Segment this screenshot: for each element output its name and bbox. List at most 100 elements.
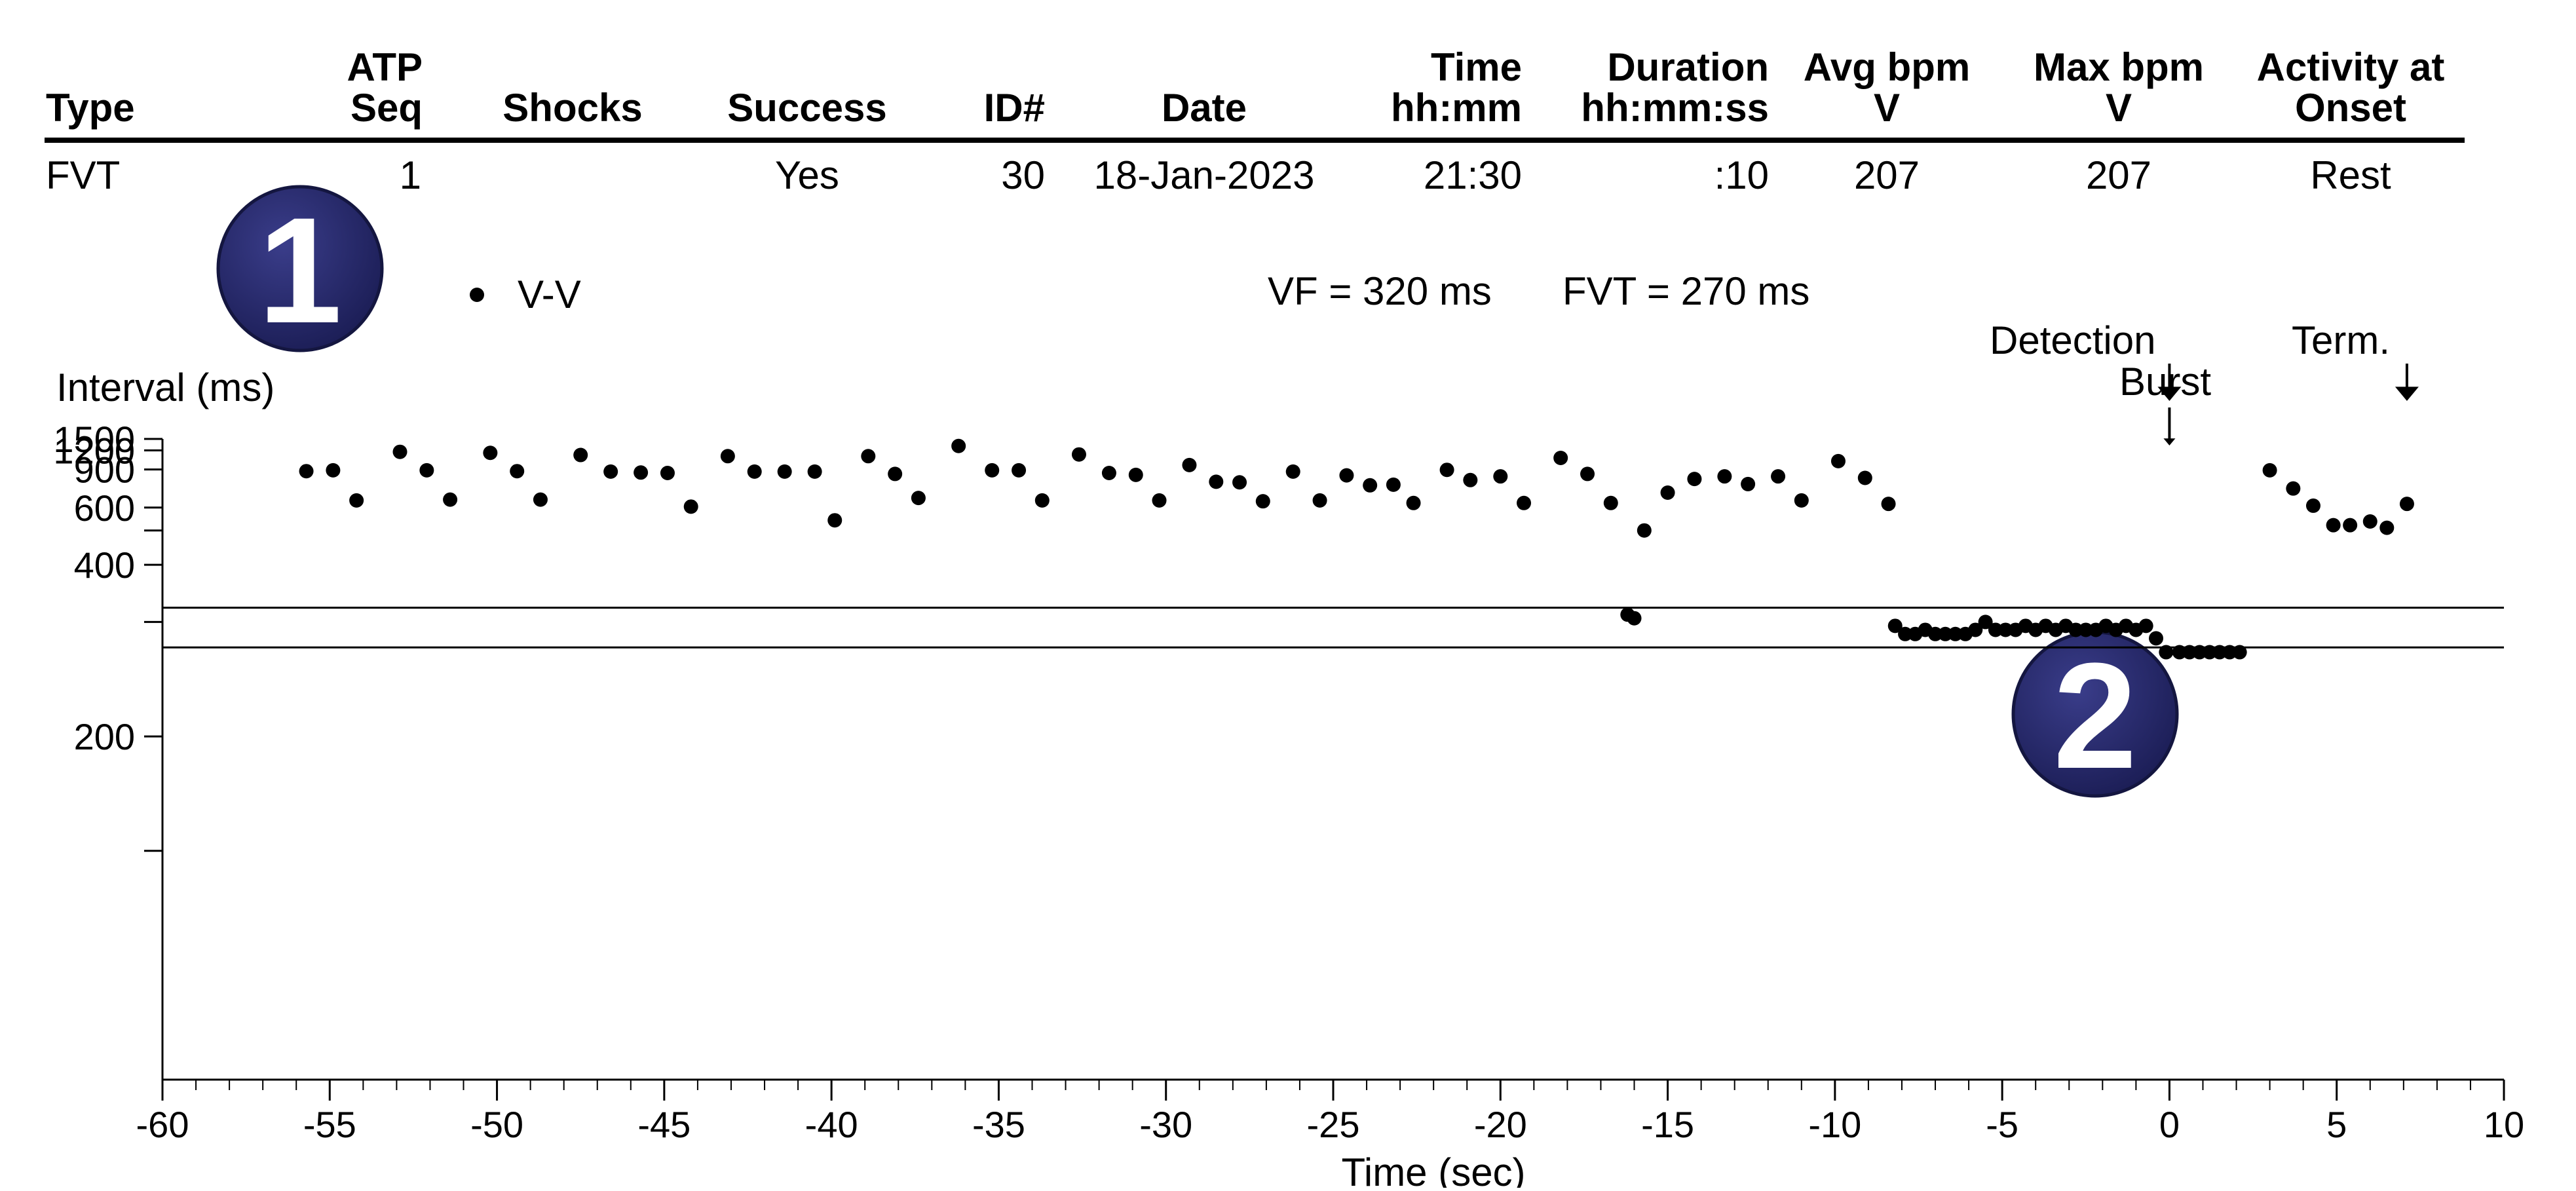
vv-data-point (419, 463, 434, 478)
cell-id: 30 (1001, 153, 1045, 197)
header-activity-line1: Activity at (2257, 45, 2445, 89)
vv-data-point (2172, 645, 2187, 660)
vv-data-point (1637, 523, 1652, 538)
x-tick-label: 0 (2159, 1104, 2180, 1145)
x-tick-label: -45 (637, 1104, 691, 1145)
vv-data-point (1182, 457, 1197, 472)
vv-data-point (2362, 514, 2377, 529)
vv-data-point (2286, 481, 2301, 496)
chart-legend: V-V (470, 273, 581, 316)
x-tick-label: -35 (972, 1104, 1025, 1145)
cell-max-bpm: 207 (2086, 153, 2151, 197)
vv-data-point (1857, 470, 1872, 485)
vv-data-point (573, 447, 588, 463)
header-time-line1: Time (1431, 45, 1522, 89)
vv-data-point (392, 444, 407, 459)
vv-data-point (1439, 463, 1454, 478)
x-tick-label: -60 (136, 1104, 189, 1145)
burst-label: Burst (2119, 360, 2211, 404)
vv-data-point (1988, 622, 2003, 637)
callout-badge-1-number: 1 (258, 186, 342, 354)
vv-data-point (2326, 518, 2341, 533)
vv-data-point (660, 465, 675, 480)
vv-data-point (1255, 494, 1270, 509)
term-label: Term. (2292, 318, 2390, 362)
vv-data-point (1339, 468, 1354, 483)
header-activity-line2: Onset (2295, 86, 2406, 130)
vv-data-point (1948, 626, 1963, 641)
vv-data-point (2078, 622, 2093, 637)
vv-data-point (349, 493, 364, 508)
vv-data-point (2232, 645, 2247, 660)
vv-data-point (1012, 463, 1027, 478)
vv-data-point (326, 463, 341, 478)
cell-atp-seq: 1 (400, 153, 421, 197)
vv-data-point (747, 464, 762, 479)
vv-data-point (1627, 611, 1642, 626)
vv-data-point (1938, 626, 1953, 641)
vv-data-point (1034, 493, 1050, 508)
header-type-line2: Type (46, 86, 135, 130)
y-tick-label: 600 (74, 487, 135, 529)
vv-data-point (1794, 493, 1809, 508)
x-tick-label: -50 (470, 1104, 523, 1145)
vv-data-point (2138, 618, 2153, 633)
callout-badge-1: 1 (216, 185, 384, 354)
cell-success: Yes (775, 153, 839, 197)
vv-data-point (2343, 518, 2358, 533)
vv-data-point (510, 464, 525, 479)
legend-vv-marker (470, 288, 484, 302)
vv-data-point (861, 449, 876, 464)
y-tick-label: 1500 (53, 419, 135, 460)
x-tick-label: -5 (1986, 1104, 2018, 1145)
vv-data-point (2305, 498, 2320, 513)
vv-data-point (1741, 476, 1756, 491)
vv-data-point (827, 513, 843, 528)
vv-data-point (1312, 493, 1327, 508)
header-max-bpm-line2: V (2106, 86, 2132, 130)
vv-data-point (1493, 469, 1508, 484)
vv-data-point (1687, 472, 1702, 487)
vv-data-point (2399, 497, 2414, 512)
y-tick-label: 400 (74, 544, 135, 586)
vv-data-point (1517, 495, 1532, 510)
vv-data-point (1881, 497, 1896, 512)
cell-duration: :10 (1714, 153, 1769, 197)
vv-data-point (1928, 626, 1943, 641)
vf-zone-label: VF = 320 ms (1268, 269, 1492, 313)
y-axis-label: Interval (ms) (56, 366, 275, 409)
vv-data-point (1830, 453, 1846, 468)
x-tick-label: -40 (805, 1104, 858, 1145)
vv-data-point (533, 492, 548, 507)
header-avg-bpm-line1: Avg bpm (1804, 45, 1970, 89)
vv-data-point (634, 465, 649, 480)
vv-interval-points (299, 438, 2414, 660)
vv-data-point (1968, 622, 1983, 637)
header-max-bpm-line1: Max bpm (2034, 45, 2204, 89)
vv-data-point (1771, 469, 1786, 484)
header-id: ID# (984, 86, 1045, 130)
vv-data-point (2202, 645, 2217, 660)
header-success: Success (727, 86, 887, 130)
y-tick-label: 900 (74, 449, 135, 491)
vv-data-point (683, 499, 698, 514)
header-atp-line1: ATP (347, 45, 423, 89)
y-tick-label: 200 (74, 716, 135, 757)
cell-avg-bpm: 207 (1854, 153, 1920, 197)
vv-data-point (1887, 618, 1903, 633)
header-time-line2: hh:mm (1391, 86, 1522, 130)
vv-data-point (888, 466, 903, 482)
callout-badge-2-number: 2 (2053, 632, 2137, 800)
vv-data-point (720, 449, 735, 464)
vv-data-point (1978, 614, 1993, 630)
x-tick-label: -10 (1808, 1104, 1861, 1145)
y-tick-label: 1200 (53, 430, 135, 471)
vv-data-point (1406, 495, 1421, 510)
detection-arrow-head (2157, 387, 2182, 401)
legend-vv-label: V-V (518, 273, 581, 316)
vv-data-point (1580, 466, 1595, 482)
vv-data-point (985, 463, 1000, 478)
vv-data-point (1285, 464, 1300, 479)
